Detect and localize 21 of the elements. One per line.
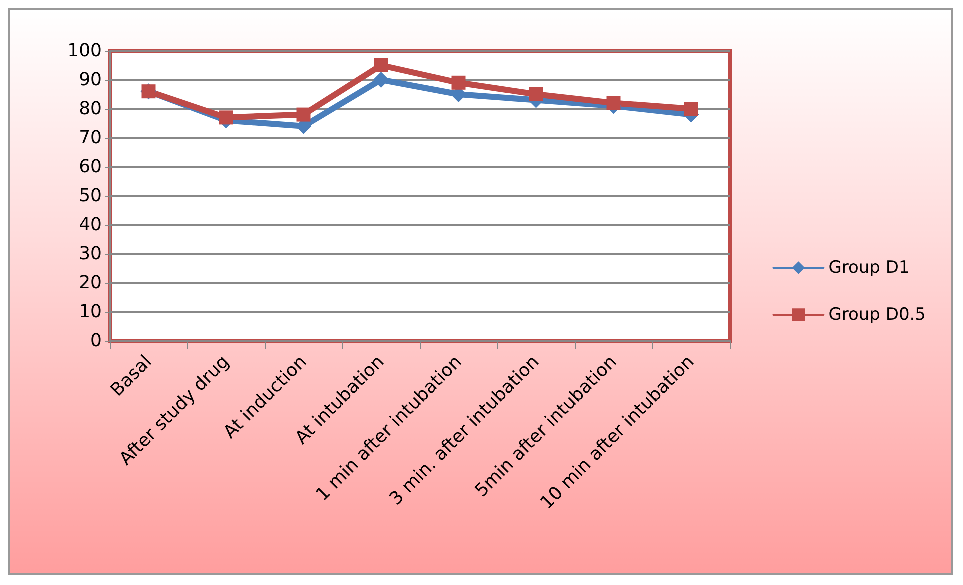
y-tick-label: 0 bbox=[90, 330, 102, 352]
y-tick-label: 90 bbox=[79, 70, 102, 90]
point bbox=[529, 88, 544, 102]
legend-label: Group D0.5 bbox=[828, 305, 926, 325]
y-tick-label: 10 bbox=[79, 302, 102, 322]
point bbox=[606, 96, 621, 110]
point bbox=[452, 76, 466, 90]
y-tick-label: 50 bbox=[79, 186, 102, 206]
y-tick-label: 60 bbox=[79, 156, 102, 178]
y-tick-label: 70 bbox=[79, 128, 102, 148]
point bbox=[373, 72, 390, 88]
legend-label: Group D1 bbox=[828, 258, 910, 278]
y-tick-label: 40 bbox=[79, 214, 102, 236]
point bbox=[219, 110, 234, 125]
point bbox=[374, 58, 388, 72]
y-tick-label: 100 bbox=[68, 40, 102, 62]
y-tick-label: 30 bbox=[79, 244, 102, 264]
point bbox=[684, 102, 698, 116]
point bbox=[296, 108, 311, 122]
y-tick-label: 80 bbox=[79, 98, 102, 120]
y-tick-label: 20 bbox=[79, 272, 102, 294]
